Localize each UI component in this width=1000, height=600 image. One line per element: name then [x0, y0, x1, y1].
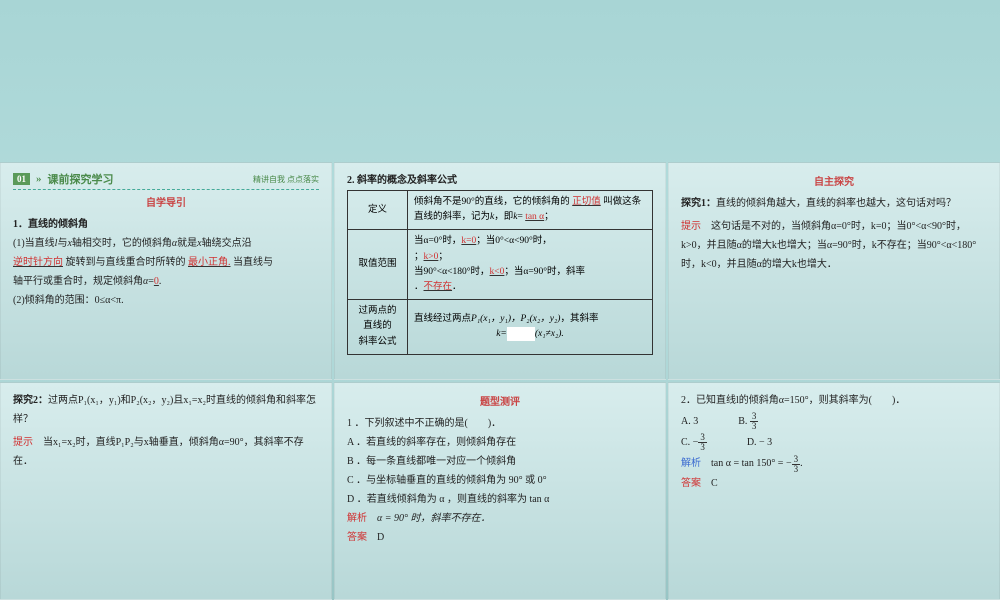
answer: 答案 D [347, 528, 653, 547]
option-b: B. 33 [738, 412, 758, 431]
cell-range-body: 当α=0°时，k=0；当0°<α<90°时， ；k>0； 当90°<α<180°… [408, 230, 653, 300]
header-arrow: » [36, 173, 42, 185]
q-label: 探究1： [681, 198, 716, 209]
slide4-body: 探究2：过两点P₁(x₁，y₁)和P₂(x₂，y₂)且x₁=x₂时直线的倾斜角和… [13, 391, 319, 471]
para-2: 逆时针方向 旋转到与直线重合时所转的 最小正角. 当直线与 [13, 253, 319, 272]
header-title: 课前探究学习 [48, 171, 114, 187]
section-title: 自主探究 [681, 173, 987, 188]
para-4: (2)倾斜角的范围：0≤α<π. [13, 291, 319, 310]
slide1-body: 1．直线的倾斜角 (1)当直线l与x轴相交时，它的倾斜角α就是x轴绕交点沿 逆时… [13, 215, 319, 310]
section-title: 题型测评 [347, 393, 653, 408]
header-number: 01 [13, 173, 30, 185]
cell-def-body: 倾斜角不是90°的直线，它的倾斜角的 正切值 叫做这条直线的斜率，记为k，即k=… [408, 191, 653, 230]
option-a: A. 3 [681, 412, 698, 431]
cell-formula-body: 直线经过两点P₁(x₁，y₁)，P₂(x₂，y₂)，其斜率 k=(x₁≠x₂). [408, 300, 653, 355]
question: 探究2：过两点P₁(x₁，y₁)和P₂(x₂，y₂)且x₁=x₂时直线的倾斜角和… [13, 391, 319, 429]
analysis: 解析 α = 90° 时，斜率不存在． [347, 509, 653, 528]
cell-def-label: 定义 [348, 191, 408, 230]
cell-range-label: 取值范围 [348, 230, 408, 300]
option-d: D ．若直线倾斜角为 α ，则直线的斜率为 tan α [347, 490, 653, 509]
formula-box [507, 327, 535, 341]
analysis: 解析 tan α = tan 150° = −33. [681, 454, 987, 473]
slide-header: 01 » 课前探究学习 精讲自我 点点落实 [13, 171, 319, 190]
para-1: (1)当直线l与x轴相交时，它的倾斜角α就是x轴绕交点沿 [13, 234, 319, 253]
table-row: 过两点的 直线的 斜率公式 直线经过两点P₁(x₁，y₁)，P₂(x₂，y₂)，… [348, 300, 653, 355]
section-title: 自学导引 [13, 194, 319, 209]
slide-5: 题型测评 1 ．下列叙述中不正确的是( )． A ．若直线的斜率存在，则倾斜角存… [334, 382, 666, 600]
slide2-title: 2. 斜率的概念及斜率公式 [347, 171, 653, 190]
option-a: A ．若直线的斜率存在，则倾斜角存在 [347, 433, 653, 452]
slide-3: 自主探究 探究1：直线的倾斜角越大，直线的斜率也越大，这句话对吗？ 提示 这句话… [668, 162, 1000, 380]
slide-2: 2. 斜率的概念及斜率公式 定义 倾斜角不是90°的直线，它的倾斜角的 正切值 … [334, 162, 666, 380]
option-b: B ．每一条直线都唯一对应一个倾斜角 [347, 452, 653, 471]
para-3: 轴平行或重合时，规定倾斜角α=0. [13, 272, 319, 291]
top-spacer [0, 0, 1000, 160]
hint-block: 提示 这句话是不对的，当倾斜角α=0°时，k=0；当0°<α<90°时，k>0，… [681, 217, 987, 274]
hint-block: 提示 当x₁=x₂时，直线P₁P₂与x轴垂直，倾斜角α=90°，其斜率不存在． [13, 433, 319, 471]
header-right: 精讲自我 点点落实 [253, 174, 319, 185]
slide3-body: 探究1：直线的倾斜角越大，直线的斜率也越大，这句话对吗？ 提示 这句话是不对的，… [681, 194, 987, 274]
definition-table: 定义 倾斜角不是90°的直线，它的倾斜角的 正切值 叫做这条直线的斜率，记为k，… [347, 190, 653, 355]
answer: 答案 C [681, 474, 987, 493]
slide6-body: 2．已知直线l的倾斜角α=150°，则其斜率为( )． A. 3 B. 33 C… [681, 391, 987, 493]
question: 2．已知直线l的倾斜角α=150°，则其斜率为( )． [681, 391, 987, 410]
blank-2: 最小正角. [188, 257, 231, 268]
option-c: C ．与坐标轴垂直的直线的倾斜角为 90° 或 0° [347, 471, 653, 490]
option-d: D. − 3 [747, 433, 772, 452]
table-row: 取值范围 当α=0°时，k=0；当0°<α<90°时， ；k>0； 当90°<α… [348, 230, 653, 300]
options-row-1: A. 3 B. 33 [681, 412, 987, 431]
slide-1: 01 » 课前探究学习 精讲自我 点点落实 自学导引 1．直线的倾斜角 (1)当… [0, 162, 332, 380]
q-label: 探究2： [13, 395, 48, 406]
slide5-body: 1 ．下列叙述中不正确的是( )． A ．若直线的斜率存在，则倾斜角存在 B ．… [347, 414, 653, 547]
slide-6: 2．已知直线l的倾斜角α=150°，则其斜率为( )． A. 3 B. 33 C… [668, 382, 1000, 600]
option-c: C. −33 [681, 433, 707, 452]
table-row: 定义 倾斜角不是90°的直线，它的倾斜角的 正切值 叫做这条直线的斜率，记为k，… [348, 191, 653, 230]
hint-label: 提示 [13, 437, 33, 448]
blank-1: 逆时针方向 [13, 257, 63, 268]
cell-formula-label: 过两点的 直线的 斜率公式 [348, 300, 408, 355]
options-row-2: C. −33 D. − 3 [681, 433, 987, 452]
heading-1: 1．直线的倾斜角 [13, 215, 319, 234]
hint-label: 提示 [681, 221, 701, 232]
slide-4: 探究2：过两点P₁(x₁，y₁)和P₂(x₂，y₂)且x₁=x₂时直线的倾斜角和… [0, 382, 332, 600]
slide-grid: 01 » 课前探究学习 精讲自我 点点落实 自学导引 1．直线的倾斜角 (1)当… [0, 0, 1000, 600]
question: 1 ．下列叙述中不正确的是( )． [347, 414, 653, 433]
